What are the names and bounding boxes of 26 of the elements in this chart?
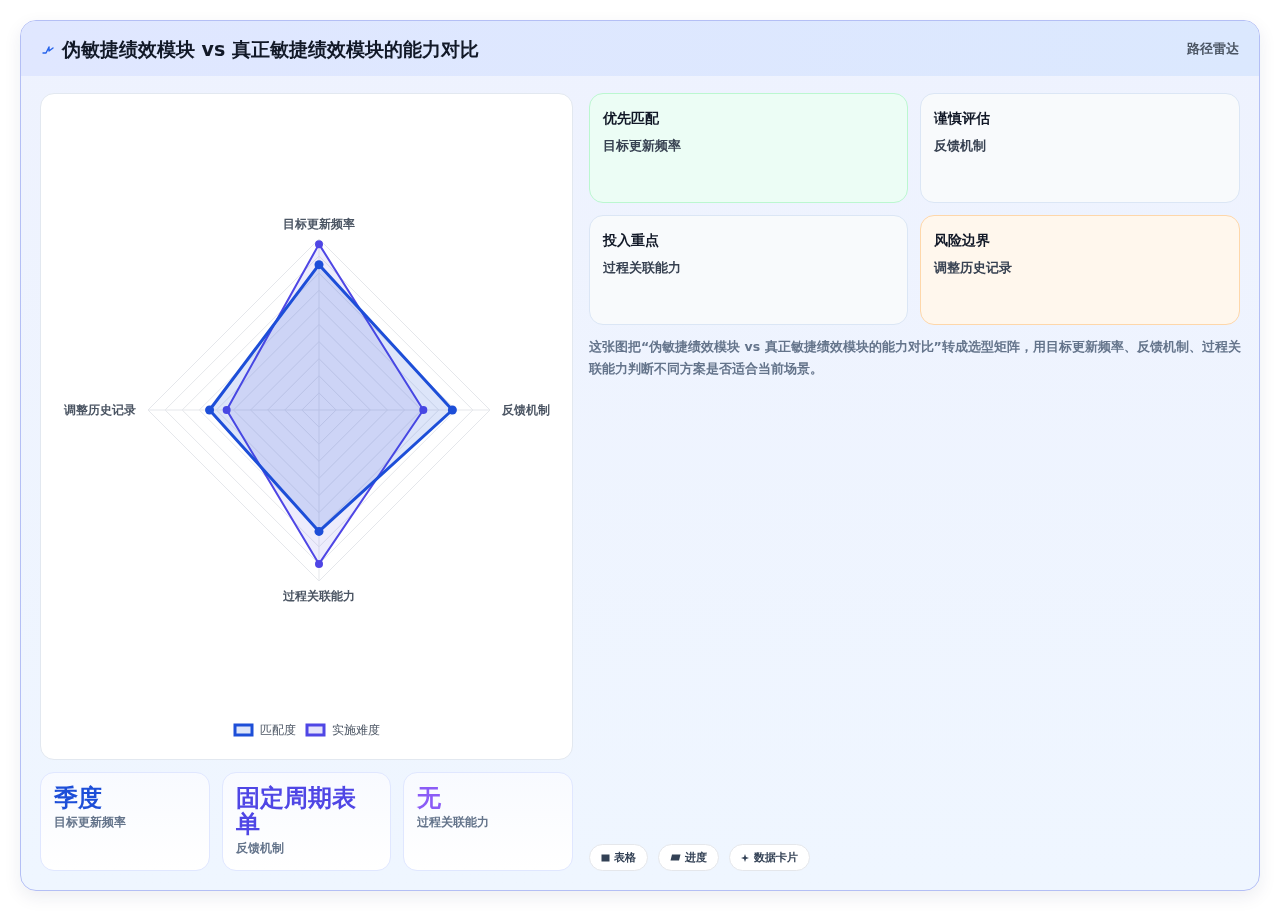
spoke-label: 调整历史记录: [63, 403, 136, 417]
text: 无: [417, 784, 441, 812]
text: 反馈机制: [236, 841, 284, 855]
text: 数据卡片: [754, 850, 798, 865]
text: 路径雷达: [1187, 41, 1239, 56]
text: 固定周期表单: [236, 784, 356, 838]
text: 过程关联能力: [603, 260, 681, 275]
text: 反馈机制: [934, 138, 986, 153]
text: 过程关联能力: [417, 815, 489, 829]
legend-label: 匹配度: [259, 723, 296, 737]
spoke-label: 过程关联能力: [282, 589, 355, 603]
spoke-label: 目标更新频率: [283, 217, 355, 231]
chart-title: 伪敏捷绩效模块 vs 真正敏捷绩效模块的能力对比: [62, 38, 479, 60]
text: 风险边界: [934, 232, 990, 248]
text: 进度: [685, 850, 707, 865]
text: 投入重点: [603, 232, 659, 248]
spoke-label: 反馈机制: [501, 403, 550, 417]
legend-label: 实施难度: [331, 723, 380, 737]
text: 谨慎评估: [934, 110, 990, 126]
text: 调整历史记录: [934, 260, 1012, 275]
text: 优先匹配: [603, 110, 659, 126]
text: 目标更新频率: [54, 815, 126, 829]
text: 表格: [614, 850, 636, 865]
text: 目标更新频率: [603, 138, 681, 153]
text: 季度: [54, 784, 102, 812]
text: 这张图把“伪敏捷绩效模块 vs 真正敏捷绩效模块的能力对比”转成选型矩阵，用目标更新频率、反馈机制、过程关联能力判断不同方案是否适合当前场景。: [589, 339, 1241, 376]
